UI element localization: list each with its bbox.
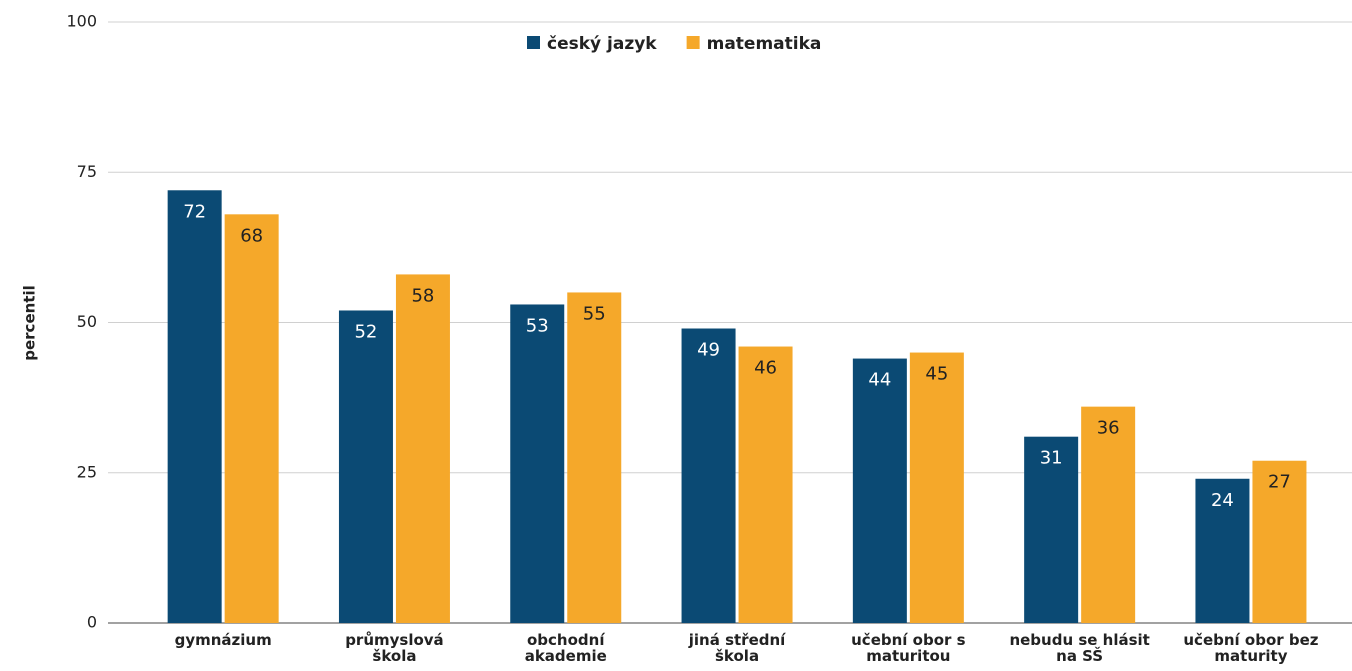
x-tick-label: nebudu se hlásit na SŠ [1009,631,1149,665]
y-tick-label: 0 [87,613,97,632]
y-axis-label: percentil [21,285,39,361]
x-tick-label: učební obor s maturitou [851,631,965,665]
bar [167,190,222,623]
bar [909,352,964,623]
x-tick-label: průmyslová škola [345,631,444,665]
y-tick-label: 75 [77,162,97,181]
value-label: 58 [411,285,434,306]
bar [1024,436,1079,623]
value-label: 44 [868,370,891,391]
bar [395,274,450,623]
value-label: 36 [1097,418,1120,439]
value-label: 31 [1040,448,1063,469]
bar [1081,406,1136,623]
y-tick-label: 25 [77,462,97,481]
value-label: 45 [925,364,948,385]
value-label: 52 [354,321,377,342]
value-label: 49 [697,340,720,361]
y-tick-label: 50 [77,312,97,331]
bar [738,346,793,623]
y-tick-label: 100 [66,12,97,31]
bar [681,328,736,623]
bar [338,310,393,623]
x-tick-label: gymnázium [175,631,272,649]
legend-swatch [686,36,700,49]
bar [224,214,279,623]
value-label: 46 [754,358,777,379]
value-label: 68 [240,225,263,246]
bar [1252,460,1307,623]
bar [510,304,565,623]
value-label: 55 [583,303,606,324]
bar [567,292,622,623]
legend-label: český jazyk [547,34,657,54]
value-label: 27 [1268,472,1291,493]
x-tick-label: učební obor bez maturity [1183,631,1318,665]
value-label: 53 [526,315,549,336]
bar [852,358,907,623]
legend-label: matematika [707,34,822,54]
legend-swatch [527,36,540,49]
value-label: 72 [183,201,206,222]
x-tick-label: jiná střední škola [688,631,786,665]
x-tick-label: obchodní akademie [525,631,607,665]
value-label: 24 [1211,490,1234,511]
bar [1195,478,1250,623]
